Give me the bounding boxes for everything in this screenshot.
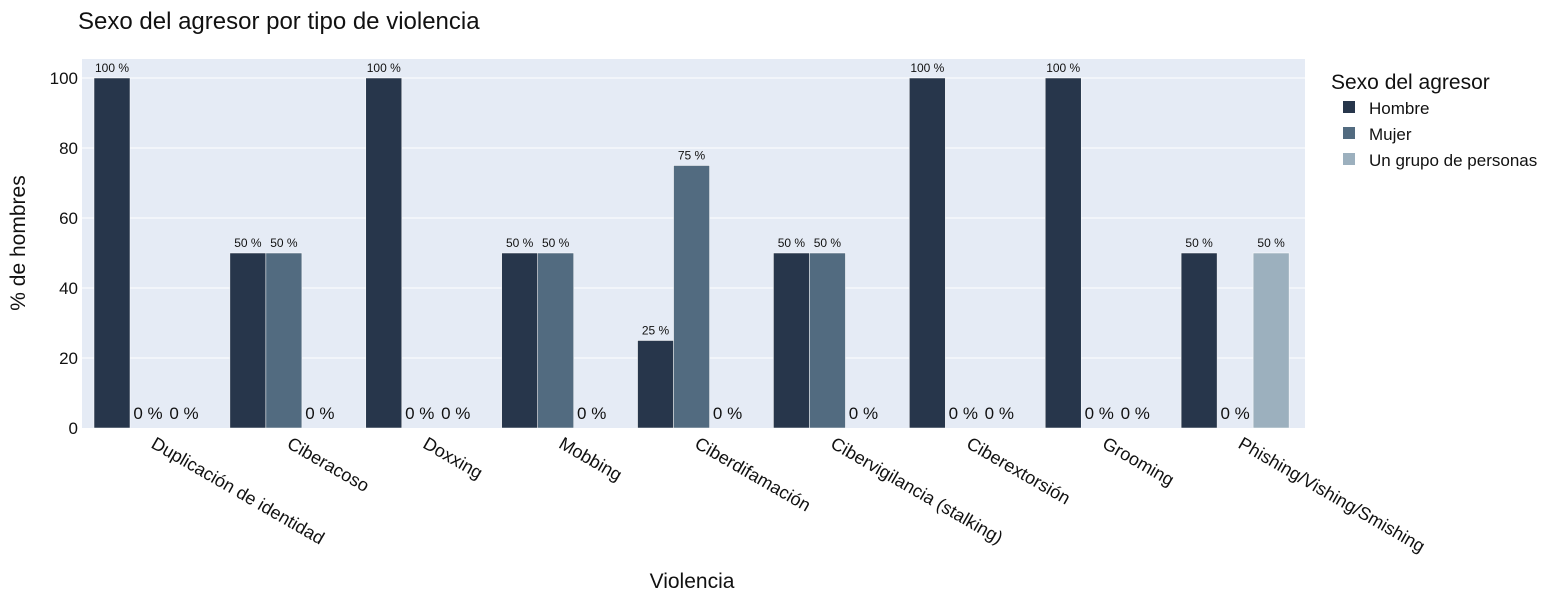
bars — [93, 77, 1290, 429]
bar-labels: 100 % 0 % 0 % 50 % 50 % 0 % 100 % 0 % 0 % 50 % 50 … — [95, 61, 1285, 423]
y-tick-label: 60 — [59, 209, 78, 228]
legend-title: Sexo del agresor — [1331, 71, 1490, 94]
x-tick-label: Mobbing — [556, 433, 626, 485]
bar — [809, 252, 846, 429]
bar-value-label: 0 % — [1121, 404, 1150, 423]
chart-title: Sexo del agresor por tipo de violencia — [78, 8, 480, 35]
bar-value-label: 0 % — [305, 404, 334, 423]
bar-value-label: 50 % — [506, 236, 534, 250]
bar-value-label: 25 % — [642, 324, 670, 338]
bar-value-label: 0 % — [577, 404, 606, 423]
bar — [265, 252, 303, 429]
legend: Sexo del agresor Hombre Mujer Un grupo de … — [1331, 71, 1537, 170]
y-tick-label: 20 — [59, 349, 78, 368]
bar-value-label: 50 % — [234, 236, 262, 250]
bar-value-label: 0 % — [133, 404, 162, 423]
bar-value-label: 0 % — [1085, 404, 1114, 423]
x-tick-label: Phishing/Vishing/Smishing — [1235, 433, 1428, 556]
bar-value-label: 75 % — [678, 149, 706, 163]
bar-value-label: 50 % — [778, 236, 806, 250]
bar-value-label: 100 % — [1046, 61, 1080, 75]
bar — [93, 77, 131, 429]
bar-value-label: 50 % — [270, 236, 298, 250]
bar-value-label: 0 % — [1220, 404, 1249, 423]
bar-value-label: 50 % — [814, 236, 842, 250]
bar — [537, 252, 574, 429]
x-tick-label: Doxxing — [420, 433, 486, 483]
y-axis-title: % de hombres — [7, 175, 30, 310]
x-tick-label: Ciberextorsión — [963, 433, 1074, 508]
bar — [229, 252, 267, 429]
x-tick-label: Ciberdifamación — [692, 433, 815, 515]
bar-value-label: 50 % — [542, 236, 570, 250]
bar — [501, 252, 538, 429]
legend-swatch — [1343, 101, 1355, 113]
bar — [1180, 252, 1218, 429]
bar-value-label: 0 % — [713, 404, 742, 423]
bar-value-label: 0 % — [441, 404, 470, 423]
bar-value-label: 50 % — [1185, 236, 1213, 250]
legend-swatch — [1343, 153, 1355, 165]
x-axis-title: Violencia — [650, 570, 735, 593]
y-tick-label: 40 — [59, 279, 78, 298]
y-tick-label: 100 — [50, 69, 78, 88]
bar — [1252, 252, 1290, 429]
bar — [773, 252, 810, 429]
bar-value-label: 0 % — [849, 404, 878, 423]
bar-value-label: 100 % — [95, 61, 129, 75]
legend-label: Un grupo de personas — [1369, 151, 1537, 170]
y-tick-label: 80 — [59, 139, 78, 158]
y-axis-ticks: 0 20 40 60 80 100 — [50, 69, 78, 438]
bar-value-label: 0 % — [985, 404, 1014, 423]
bar — [365, 77, 403, 429]
bar — [673, 165, 710, 429]
x-tick-label: Ciberacoso — [284, 433, 373, 496]
bar — [637, 340, 674, 429]
legend-label: Mujer — [1369, 125, 1412, 144]
x-tick-label: Grooming — [1099, 433, 1177, 490]
bar-value-label: 0 % — [169, 404, 198, 423]
bar-value-label: 0 % — [949, 404, 978, 423]
legend-swatch — [1343, 127, 1355, 139]
y-tick-label: 0 — [69, 419, 78, 438]
bar-value-label: 0 % — [405, 404, 434, 423]
bar — [909, 77, 946, 429]
bar-value-label: 100 % — [910, 61, 944, 75]
bar — [1044, 77, 1082, 429]
bar-value-label: 50 % — [1257, 236, 1285, 250]
bar-value-label: 100 % — [367, 61, 401, 75]
legend-label: Hombre — [1369, 99, 1429, 118]
